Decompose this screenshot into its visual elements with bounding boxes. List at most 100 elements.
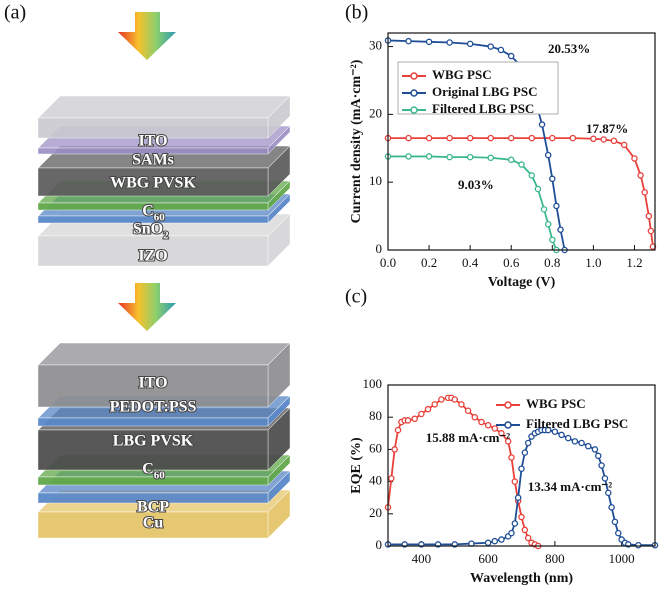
data-point [620, 141, 628, 149]
annotation: 15.88 mA·cm⁻² [426, 430, 511, 445]
data-point [411, 415, 418, 423]
layer-label: ITO [138, 133, 167, 150]
data-point [487, 43, 494, 50]
data-point [438, 396, 445, 403]
data-point [466, 134, 474, 142]
data-point [549, 134, 556, 142]
legend-marker [504, 421, 512, 429]
x-tick-label: 1000 [609, 551, 635, 566]
legend-label: Filtered LBG PSC [526, 416, 628, 431]
layer-label: C [142, 203, 154, 220]
data-point [498, 536, 505, 543]
layer-front [37, 476, 269, 486]
data-point [544, 220, 552, 228]
data-point [590, 135, 597, 143]
data-point [514, 494, 522, 501]
data-point [601, 475, 609, 482]
layer-front [37, 364, 269, 408]
data-point [464, 407, 472, 415]
data-point [544, 426, 552, 434]
series-line [387, 39, 566, 251]
data-point [564, 434, 572, 442]
data-point [521, 526, 529, 534]
data-point [446, 39, 453, 46]
data-point [471, 413, 479, 421]
data-point [600, 136, 607, 143]
data-point [504, 438, 512, 445]
plot-frame [387, 32, 656, 251]
data-point [487, 154, 494, 162]
y-axis-title: EQE (%) [349, 437, 364, 494]
layer-label: ITO [138, 375, 167, 392]
legend-label: Original LBG PSC [432, 84, 537, 99]
annotation: 17.87% [586, 121, 628, 136]
data-point [508, 454, 515, 461]
data-point [405, 153, 412, 160]
data-point [553, 202, 560, 210]
annotation: 9.03% [458, 177, 494, 192]
data-point [507, 52, 515, 60]
legend-marker [410, 89, 418, 97]
data-point [528, 134, 536, 142]
data-point [611, 518, 619, 526]
data-point [458, 401, 465, 408]
x-tick-label: 0.0 [380, 255, 396, 270]
data-point [647, 227, 655, 235]
x-tick-label: 600 [478, 551, 498, 566]
data-point [528, 172, 536, 179]
layer-subscript: 60 [154, 470, 166, 482]
x-tick-label: 1.2 [626, 255, 642, 270]
data-point [491, 537, 499, 545]
data-point [558, 431, 565, 439]
layer-subscript: 2 [163, 230, 169, 242]
data-point [511, 520, 519, 527]
data-point [491, 425, 499, 432]
y-tick-label: 10 [369, 173, 382, 188]
data-point [446, 134, 453, 142]
x-axis-title: Wavelength (nm) [470, 571, 573, 586]
data-point [424, 405, 432, 413]
data-point [466, 153, 474, 161]
data-point [487, 134, 494, 142]
y-tick-label: 60 [369, 440, 382, 455]
data-point [635, 541, 642, 549]
data-point [511, 478, 519, 485]
data-point [466, 40, 474, 48]
data-point [498, 430, 505, 437]
layer-label: C [142, 461, 154, 478]
data-point [608, 504, 615, 511]
y-tick-label: 100 [363, 376, 383, 391]
data-point [425, 134, 433, 142]
data-point [507, 134, 515, 142]
data-point [615, 529, 622, 537]
annotation: 20.53% [548, 41, 590, 56]
data-point [571, 438, 579, 445]
data-point [645, 212, 653, 220]
x-tick-label: 0.8 [544, 255, 560, 270]
legend-marker [410, 106, 418, 114]
data-point [425, 153, 433, 160]
data-point [518, 161, 525, 168]
data-point [540, 206, 548, 213]
data-point [585, 442, 592, 450]
layer-front [37, 202, 269, 211]
layer-front [37, 117, 269, 139]
x-tick-label: 1.0 [585, 255, 601, 270]
data-point [484, 421, 492, 429]
data-point [431, 401, 438, 408]
layer-front [37, 429, 269, 471]
data-point [497, 46, 505, 54]
annotation: 13.34 mA·cm⁻² [528, 479, 613, 494]
data-point [524, 439, 532, 447]
layer-subscript: 60 [154, 212, 166, 224]
data-point [578, 439, 585, 447]
legend-marker [504, 401, 512, 409]
data-point [404, 417, 412, 424]
data-point [557, 226, 564, 233]
x-tick-label: 800 [545, 551, 565, 566]
data-point [595, 452, 602, 460]
panel-label: (b) [345, 2, 368, 24]
data-point [484, 539, 492, 547]
data-point [605, 489, 612, 497]
